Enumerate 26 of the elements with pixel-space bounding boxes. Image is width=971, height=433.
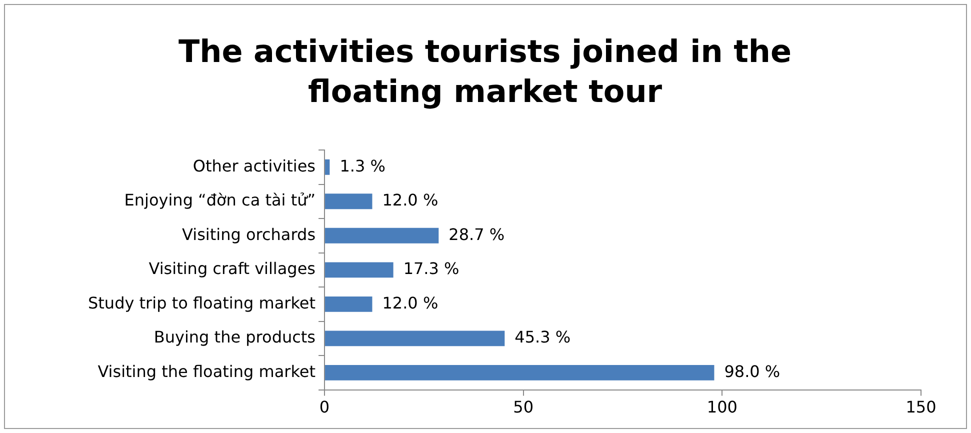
y-tick-label: Visiting craft villages bbox=[148, 259, 316, 278]
y-tick-label: Buying the products bbox=[154, 328, 316, 347]
bar bbox=[325, 262, 394, 278]
bar bbox=[325, 296, 372, 312]
bar bbox=[325, 228, 439, 244]
x-tick-label: 0 bbox=[319, 398, 330, 417]
x-tick-label: 100 bbox=[706, 398, 738, 417]
y-tick-label: Visiting orchards bbox=[182, 224, 316, 244]
data-label: 28.7 % bbox=[448, 224, 505, 244]
y-tick-label: Study trip to floating market bbox=[88, 293, 316, 312]
chart-title: The activities tourists joined in the floating market tour bbox=[178, 33, 792, 112]
data-label: 98.0 % bbox=[724, 362, 780, 381]
y-tick-label: Other activities bbox=[192, 156, 316, 176]
bar bbox=[325, 159, 330, 175]
data-label: 17.3 % bbox=[403, 259, 460, 278]
data-label: 45.3 % bbox=[514, 328, 571, 347]
y-tick-label: Visiting the floating market bbox=[98, 362, 316, 381]
bar bbox=[325, 194, 372, 210]
bar bbox=[325, 364, 714, 380]
data-label: 12.0 % bbox=[382, 293, 438, 312]
y-tick-label: Enjoying “đờn ca tài tử” bbox=[124, 190, 316, 210]
data-label: 12.0 % bbox=[382, 190, 438, 210]
x-tick-label: 50 bbox=[513, 398, 534, 417]
data-label: 1.3 % bbox=[340, 156, 386, 176]
x-tick-label: 150 bbox=[906, 398, 936, 417]
bar bbox=[325, 330, 505, 346]
